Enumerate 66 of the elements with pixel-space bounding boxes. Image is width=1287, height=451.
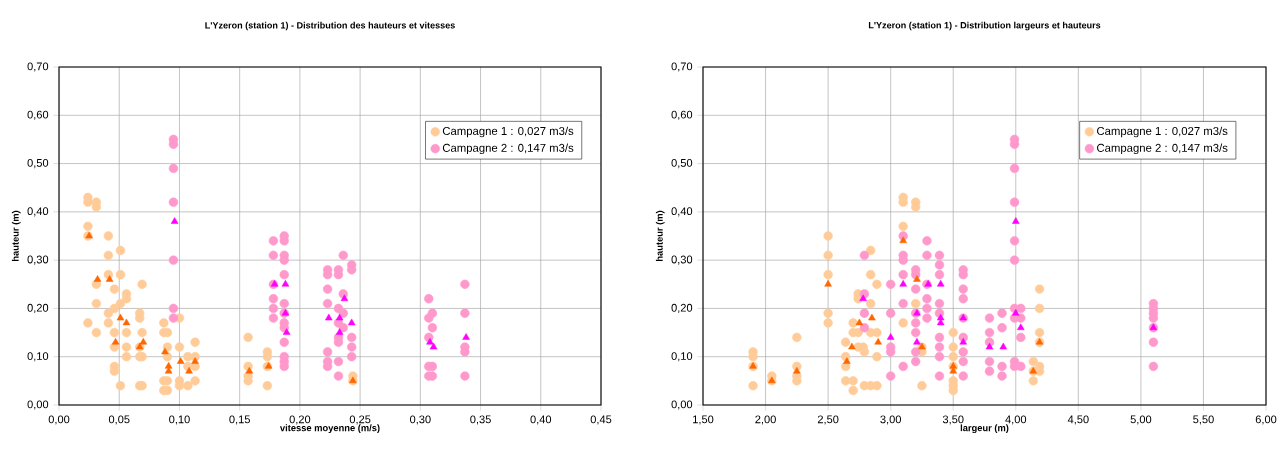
x-tick-label: 0,30	[410, 415, 431, 425]
x-axis-title: vitesse moyenne (m/s)	[279, 424, 380, 434]
x-tick-label: 0,15	[229, 415, 250, 425]
point	[886, 333, 895, 340]
y-tick-label: 0,40	[27, 207, 49, 217]
point	[899, 280, 907, 287]
y-tick-label: 0,30	[671, 255, 693, 265]
point	[325, 313, 333, 321]
point	[281, 280, 290, 287]
point	[999, 342, 1008, 350]
x-tick-label: 0,25	[349, 415, 371, 425]
y-tick-label: 0,20	[671, 303, 693, 314]
x-tick-label: 0,10	[169, 415, 190, 425]
y-tick-label: 0,60	[671, 110, 693, 120]
legend-label: Campagne 2 : 0,147 m3/s	[442, 143, 574, 155]
x-tick-label: 2,50	[817, 415, 839, 425]
x-tick-label: 3,50	[942, 415, 964, 425]
y-tick-label: 0,70	[27, 62, 49, 72]
legend-label: Campagne 1 : 0,027 m3/s	[442, 126, 574, 138]
y-tick-label: 0,00	[671, 400, 693, 410]
x-tick-label: 3,00	[880, 415, 902, 425]
y-tick-label: 0,60	[27, 110, 49, 120]
x-tick-label: 5,50	[1193, 415, 1214, 425]
point	[913, 337, 921, 345]
point	[462, 333, 470, 340]
point	[936, 280, 945, 287]
point	[1017, 323, 1025, 331]
x-tick-label: 0,45	[590, 415, 612, 425]
chart-title: L'Yzeron (station 1) - Distribution largeurs et hauteurs	[868, 21, 1101, 31]
x-tick-label: 0,35	[470, 415, 491, 425]
point	[874, 337, 882, 345]
x-tick-label: 4,50	[1067, 415, 1089, 425]
legend-label: Campagne 1 : 0,027 m3/s	[1097, 126, 1228, 138]
point	[122, 318, 131, 326]
point	[868, 313, 876, 321]
x-tick-label: 5,00	[1130, 415, 1152, 425]
y-tick-label: 0,20	[27, 303, 49, 314]
point	[139, 337, 148, 345]
point	[824, 280, 832, 287]
y-tick-label: 0,00	[27, 400, 49, 410]
point	[1012, 217, 1020, 224]
y-axis-title: hauteur (m)	[655, 210, 665, 262]
x-tick-label: 0,40	[530, 415, 552, 425]
point	[176, 357, 185, 364]
y-tick-label: 0,10	[27, 352, 49, 362]
x-axis-title: largeur (m)	[960, 424, 1009, 434]
x-tick-label: 1,50	[693, 415, 714, 425]
legend-label: Campagne 2 : 0,147 m3/s	[1097, 143, 1228, 155]
x-tick-label: 0,05	[108, 415, 130, 425]
y-axis-title: hauteur (m)	[11, 210, 21, 262]
point	[347, 318, 356, 326]
x-tick-label: 0,00	[48, 415, 70, 425]
y-tick-label: 0,70	[671, 62, 693, 72]
y-tick-label: 0,30	[27, 255, 49, 265]
chart-title: L'Yzeron (station 1) - Distribution des hauteurs et vitesses	[205, 21, 455, 31]
point	[116, 313, 125, 321]
x-tick-label: 6,00	[1255, 415, 1277, 425]
x-tick-label: 4,00	[1005, 415, 1027, 425]
point	[429, 342, 438, 350]
y-tick-label: 0,40	[671, 207, 693, 217]
y-tick-label: 0,10	[671, 352, 693, 362]
point	[170, 217, 179, 224]
x-tick-label: 2,00	[755, 415, 776, 425]
x-tick-label: 0,20	[289, 415, 311, 425]
y-tick-label: 0,50	[27, 159, 49, 169]
y-tick-label: 0,50	[671, 159, 693, 169]
